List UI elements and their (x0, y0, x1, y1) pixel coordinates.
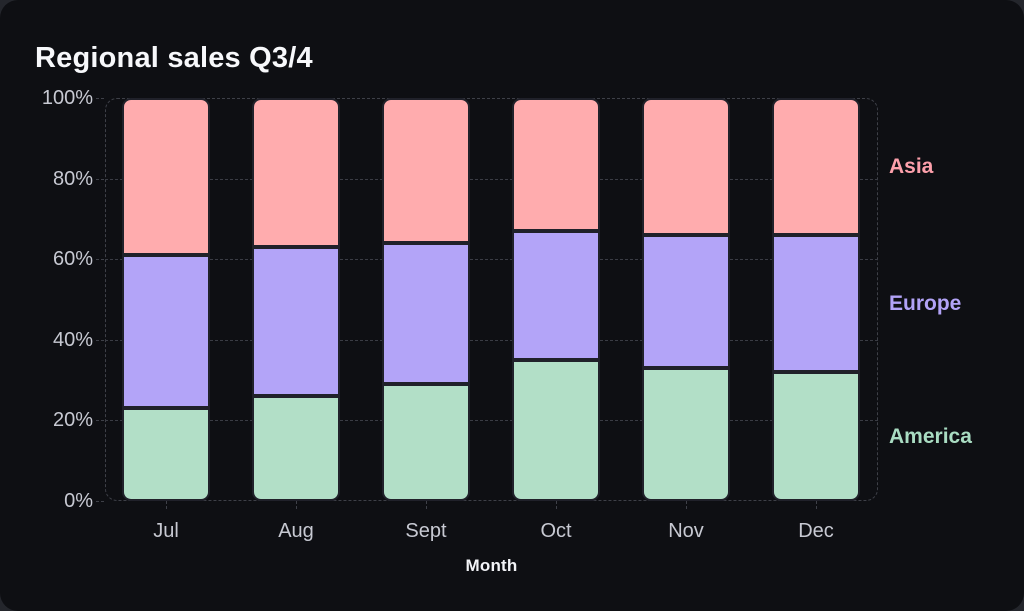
y-tick-label-80: 80% (52, 167, 93, 190)
y-tick-label-0: 0% (64, 490, 93, 512)
y-tick-mark (96, 98, 104, 99)
y-tick-mark (96, 501, 104, 502)
x-tick-label-sept: Sept (405, 520, 447, 542)
y-tick-mark (96, 339, 104, 341)
x-tick-mark (296, 501, 297, 509)
segment-asia-dec[interactable] (772, 98, 860, 236)
y-tick-label-100: 100% (41, 87, 93, 109)
segment-asia-sept[interactable] (382, 98, 470, 244)
x-tick-mark (556, 501, 557, 509)
x-tick-label-aug: Aug (278, 520, 314, 542)
gridline-40 (105, 339, 878, 341)
x-tick-mark (816, 501, 817, 509)
bar-jul (122, 98, 210, 501)
segment-europe-aug[interactable] (252, 247, 340, 397)
bar-nov (642, 98, 730, 501)
segment-europe-sept[interactable] (382, 243, 470, 385)
y-tick-mark (96, 259, 104, 261)
gridline-20 (105, 420, 878, 422)
y-tick-label-20: 20% (52, 409, 93, 432)
segment-america-dec[interactable] (772, 372, 860, 501)
bar-dec (772, 98, 860, 501)
legend-label-asia: Asia (889, 154, 934, 178)
segment-asia-nov[interactable] (642, 98, 730, 236)
legend-label-europe: Europe (889, 291, 962, 315)
x-axis-title: Month (465, 556, 518, 575)
bar-oct (512, 98, 600, 501)
x-tick-label-dec: Dec (798, 520, 834, 542)
segment-europe-jul[interactable] (122, 255, 210, 409)
segment-america-aug[interactable] (252, 396, 340, 501)
segment-america-jul[interactable] (122, 408, 210, 501)
y-tick-label-40: 40% (52, 328, 93, 351)
y-tick-mark (96, 420, 104, 422)
chart-title: Regional sales Q3/4 (35, 42, 313, 74)
y-tick-mark (96, 178, 104, 180)
segment-asia-oct[interactable] (512, 98, 600, 231)
x-tick-mark (166, 501, 167, 509)
bar-aug (252, 98, 340, 501)
segment-america-nov[interactable] (642, 368, 730, 501)
legend-label-america: America (889, 424, 972, 448)
x-tick-label-oct: Oct (540, 520, 572, 542)
segment-america-sept[interactable] (382, 384, 470, 501)
gridline-60 (105, 259, 878, 261)
y-tick-label-60: 60% (52, 248, 93, 271)
segment-europe-dec[interactable] (772, 235, 860, 373)
segment-asia-jul[interactable] (122, 98, 210, 256)
bar-sept (382, 98, 470, 501)
segment-europe-oct[interactable] (512, 231, 600, 360)
segment-america-oct[interactable] (512, 359, 600, 501)
segment-europe-nov[interactable] (642, 235, 730, 369)
x-tick-mark (686, 501, 687, 509)
gridline-80 (105, 178, 878, 180)
plot-area (105, 98, 878, 501)
segment-asia-aug[interactable] (252, 98, 340, 248)
x-tick-label-nov: Nov (668, 520, 704, 542)
x-tick-label-jul: Jul (153, 520, 179, 542)
x-tick-mark (426, 501, 427, 509)
